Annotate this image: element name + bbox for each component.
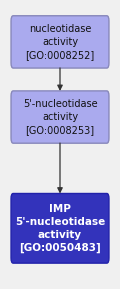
FancyBboxPatch shape	[11, 16, 109, 68]
Text: IMP
5'-nucleotidase
activity
[GO:0050483]: IMP 5'-nucleotidase activity [GO:0050483…	[15, 204, 105, 253]
Text: nucleotidase
activity
[GO:0008252]: nucleotidase activity [GO:0008252]	[25, 24, 95, 60]
FancyBboxPatch shape	[11, 194, 109, 263]
FancyBboxPatch shape	[11, 91, 109, 143]
Text: 5'-nucleotidase
activity
[GO:0008253]: 5'-nucleotidase activity [GO:0008253]	[23, 99, 97, 135]
